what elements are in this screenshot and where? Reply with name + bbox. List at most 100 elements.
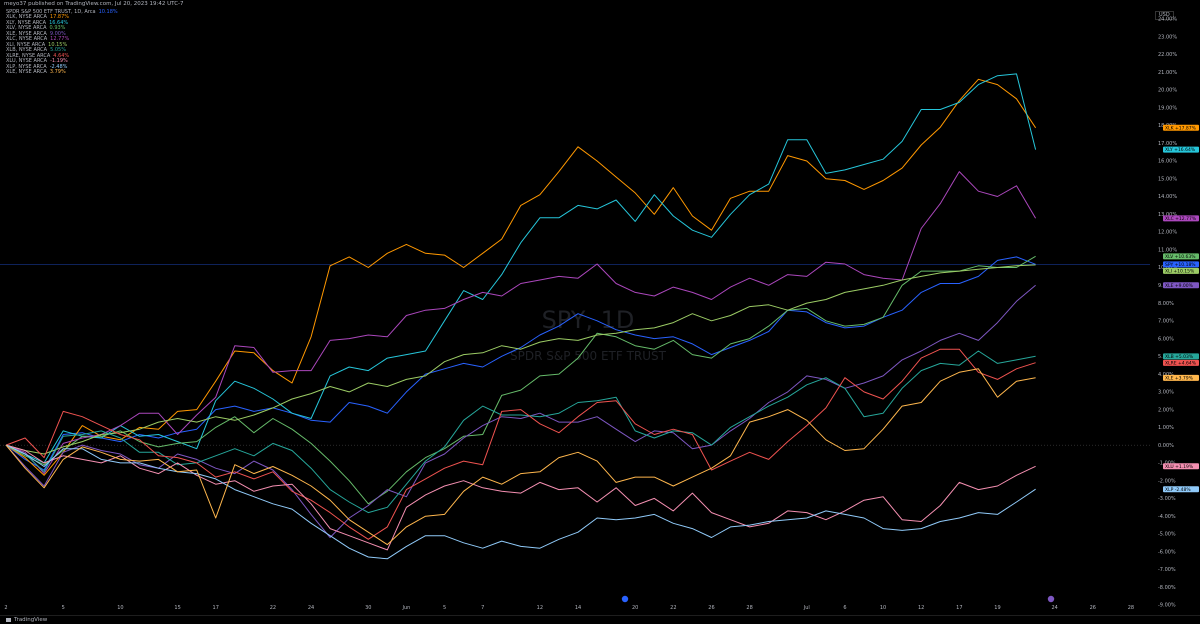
legend-item[interactable]: XLRE, NYSE ARCA 4.64% [6, 52, 118, 59]
price-badge: XLB +5.03% [1163, 353, 1199, 360]
y-tick-label: -8.00% [1158, 585, 1176, 591]
series-line-xlp[interactable] [5, 444, 1036, 560]
price-badge-bg [1163, 359, 1199, 366]
price-badge: XLC +12.77% [1163, 215, 1199, 222]
tradingview-logo-icon [6, 618, 11, 622]
legend-item[interactable]: XLE, NYSE ARCA 9.00% [6, 30, 118, 37]
legend-series-value: 0.93% [49, 25, 66, 32]
legend-series-value: 9.00% [49, 30, 66, 37]
price-badge: XLV +10.63% [1163, 253, 1199, 260]
y-tick-label: 13.00% [1158, 212, 1177, 218]
price-badge: XLI +10.15% [1163, 267, 1199, 274]
y-tick-label: 14.00% [1158, 194, 1177, 200]
y-tick-label: -9.00% [1158, 603, 1176, 609]
price-badge-bg [1163, 267, 1199, 274]
series-line-xlb[interactable] [5, 350, 1036, 514]
price-badge-text: XLC +12.77% [1165, 216, 1197, 222]
series-line-xli[interactable] [5, 264, 1036, 455]
price-badge-bg [1163, 353, 1199, 360]
series-line-xle[interactable] [5, 368, 1036, 546]
price-badge-text: SPY +10.18% [1165, 262, 1196, 268]
y-tick-label: -5.00% [1158, 532, 1176, 538]
x-tick-label: Jun [401, 605, 410, 611]
series-line-xly[interactable] [5, 73, 1037, 464]
y-tick-label: 17.00% [1158, 141, 1177, 147]
series-line-xlv[interactable] [5, 255, 1036, 505]
series-line-xlre[interactable] [5, 348, 1036, 540]
legend-item[interactable]: XLK, NYSE ARCA 17.87% [6, 15, 118, 20]
x-tick-label: 26 [1090, 605, 1096, 611]
y-tick-label: 4.00% [1158, 372, 1174, 378]
series-line-xle[interactable] [5, 284, 1036, 538]
legend-item[interactable]: XLI, NYSE ARCA 10.15% [6, 41, 118, 48]
y-tick-label: 16.00% [1158, 159, 1177, 165]
series-legend: SPDR S&P 500 ETF TRUST, 1D, Arca 10.18% XL… [6, 9, 118, 75]
legend-item[interactable]: XLP, NYSE ARCA -2.48% [6, 63, 118, 70]
chart-footer: TradingView [0, 615, 1200, 624]
price-badge: XLE +9.00% [1163, 282, 1199, 289]
legend-series-name: XLE, NYSE ARCA [6, 68, 47, 75]
legend-series-value: 12.77% [50, 36, 70, 43]
price-badge-bg [1163, 463, 1199, 470]
legend-series-name: XLU, NYSE ARCA [6, 58, 48, 65]
x-tick-label: 24 [308, 605, 314, 611]
time-marker-icon[interactable] [621, 595, 629, 603]
price-badge-bg [1163, 215, 1199, 222]
legend-item[interactable]: XLY, NYSE ARCA 16.64% [6, 20, 118, 26]
price-badge-bg [1163, 374, 1199, 381]
price-badge-text: XLB +5.03% [1165, 354, 1194, 360]
legend-item[interactable]: XLU, NYSE ARCA -1.19% [6, 58, 118, 65]
y-tick-label: 23.00% [1158, 34, 1177, 40]
legend-series-value: 10.15% [48, 41, 68, 48]
y-tick-label: 20.00% [1158, 88, 1177, 94]
legend-item[interactable]: XLE, NYSE ARCA 3.79% [6, 68, 118, 75]
price-badge-bg [1163, 253, 1199, 260]
series-line-xlu[interactable] [5, 444, 1036, 551]
legend-item[interactable]: XLB, NYSE ARCA 5.05% [6, 47, 118, 54]
series-line-xlc[interactable] [5, 171, 1037, 475]
price-badge-bg [1163, 261, 1199, 268]
price-badge-text: XLK +17.87% [1165, 125, 1197, 131]
price-badge: XLK +17.87% [1163, 124, 1199, 131]
price-badge: XLP -2.48% [1163, 486, 1199, 493]
go-to-realtime-icon[interactable] [1047, 595, 1055, 603]
x-tick-label: 6 [843, 605, 846, 611]
x-tick-label: 30 [365, 605, 371, 611]
legend-series-name: XLK, NYSE ARCA [6, 14, 47, 21]
y-tick-label: 11.00% [1158, 247, 1177, 253]
price-badge-text: XLU +1.19% [1165, 464, 1194, 470]
legend-item[interactable]: XLV, NYSE ARCA 0.93% [6, 26, 118, 31]
legend-series-name: XLRE, NYSE ARCA [6, 52, 51, 59]
y-tick-label: 1.00% [1158, 425, 1174, 431]
x-tick-label: 5 [62, 605, 65, 611]
price-badge-bg [1163, 486, 1199, 493]
legend-series-name: XLC, NYSE ARCA [6, 36, 48, 43]
series-line-spy[interactable] [5, 256, 1036, 471]
watermark-name: SPDR S&P 500 ETF TRUST [510, 349, 667, 363]
y-tick-label: 24.00% [1158, 17, 1177, 23]
legend-item[interactable]: XLC, NYSE ARCA 12.77% [6, 37, 118, 42]
legend-item[interactable]: SPDR S&P 500 ETF TRUST, 1D, Arca 10.18% [6, 9, 118, 15]
x-tick-label: 14 [575, 605, 581, 611]
y-tick-label: 15.00% [1158, 176, 1177, 182]
price-badge: XLE +3.79% [1163, 374, 1199, 381]
legend-series-value: 5.05% [50, 47, 66, 54]
currency-button[interactable]: USD [1155, 11, 1174, 20]
y-tick-label: 12.00% [1158, 230, 1177, 236]
x-tick-label: 12 [537, 605, 543, 611]
x-tick-label: 20 [632, 605, 638, 611]
price-badge: XLRE +4.64% [1163, 359, 1199, 366]
legend-series-name: XLI, NYSE ARCA [6, 41, 46, 48]
y-tick-label: 3.00% [1158, 390, 1174, 396]
price-badge: SPY +10.18% [1163, 261, 1199, 268]
x-tick-label: 10 [117, 605, 123, 611]
x-tick-label: 10 [880, 605, 886, 611]
legend-series-name: XLV, NYSE ARCA [6, 25, 47, 32]
legend-series-value: 10.18% [98, 9, 118, 15]
price-badge: XLY +16.64% [1163, 146, 1199, 153]
series-line-xlk[interactable] [5, 78, 1037, 476]
y-tick-label: -4.00% [1158, 514, 1176, 520]
legend-series-value: -2.48% [49, 63, 68, 70]
x-tick-label: 2 [4, 605, 7, 611]
